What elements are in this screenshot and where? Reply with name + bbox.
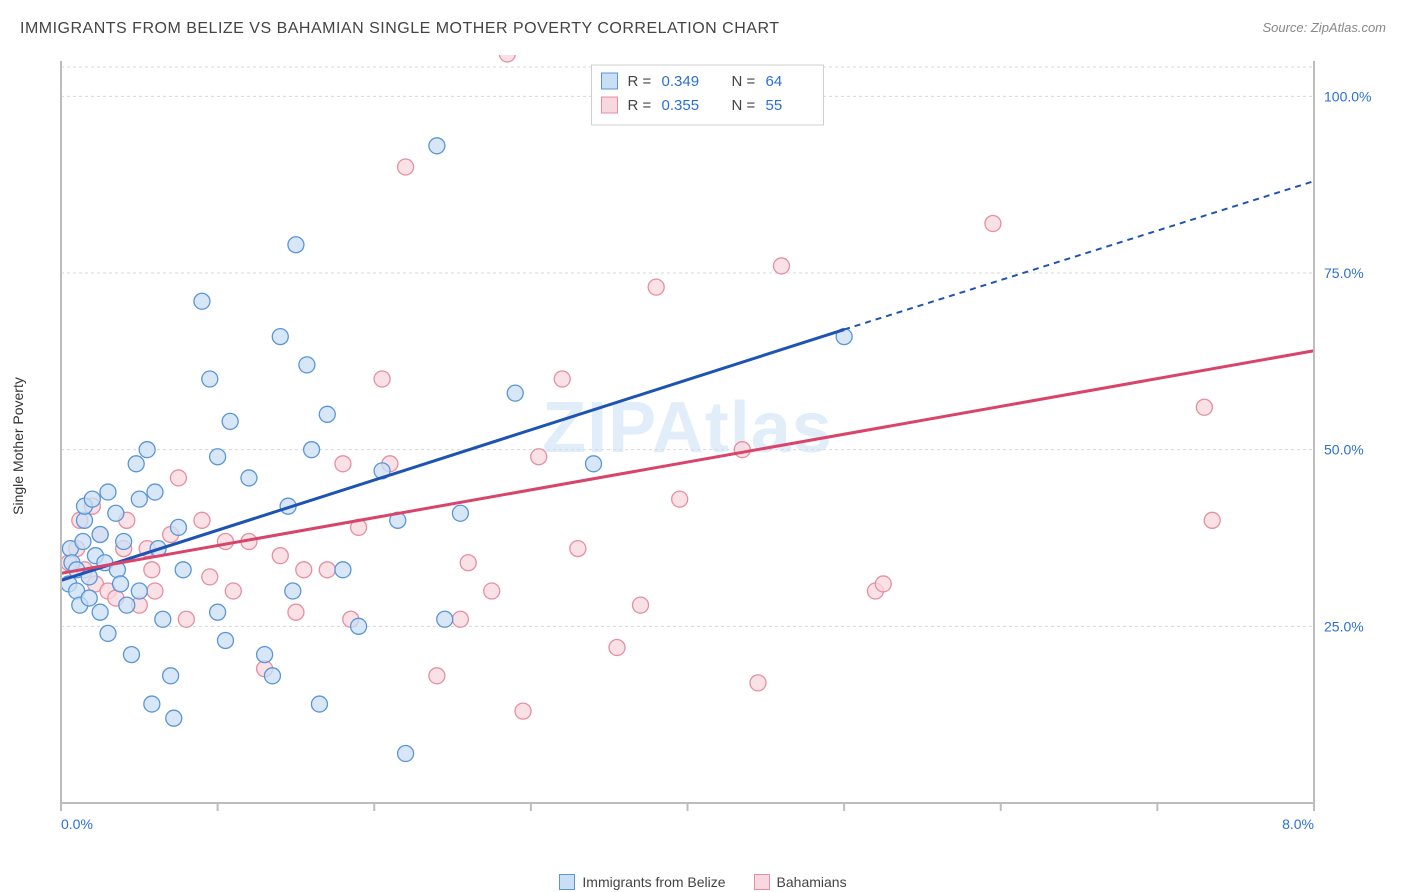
chart-container: 25.0% 50.0% 75.0% 100.0% ZIPAtlas 0.0% 8.0% R =… <box>55 55 1386 837</box>
svg-text:ZIPAtlas: ZIPAtlas <box>542 388 833 468</box>
svg-text:0.0%: 0.0% <box>61 816 93 832</box>
svg-text:64: 64 <box>766 73 783 90</box>
source-label: Source: ZipAtlas.com <box>1262 20 1386 35</box>
svg-text:50.0%: 50.0% <box>1324 442 1364 458</box>
svg-text:55: 55 <box>766 97 783 114</box>
svg-text:0.349: 0.349 <box>662 73 700 90</box>
legend-swatch <box>754 874 770 890</box>
legend-item-belize: Immigrants from Belize <box>559 874 725 890</box>
svg-text:N =: N = <box>732 73 756 90</box>
svg-text:25.0%: 25.0% <box>1324 618 1364 634</box>
legend-item-bahamians: Bahamians <box>754 874 847 890</box>
svg-text:8.0%: 8.0% <box>1282 816 1314 832</box>
svg-text:R =: R = <box>628 97 652 114</box>
title-bar: IMMIGRANTS FROM BELIZE VS BAHAMIAN SINGL… <box>20 20 1386 38</box>
chart-title: IMMIGRANTS FROM BELIZE VS BAHAMIAN SINGL… <box>20 20 779 38</box>
svg-text:75.0%: 75.0% <box>1324 265 1364 281</box>
svg-text:0.355: 0.355 <box>662 97 700 114</box>
legend-label: Bahamians <box>777 874 847 890</box>
legend-label: Immigrants from Belize <box>582 874 725 890</box>
svg-text:100.0%: 100.0% <box>1324 88 1371 104</box>
svg-text:N =: N = <box>732 97 756 114</box>
scatter-chart: 25.0% 50.0% 75.0% 100.0% ZIPAtlas 0.0% 8.0% R =… <box>55 55 1386 837</box>
y-axis-label: Single Mother Poverty <box>10 377 26 515</box>
legend-swatch <box>559 874 575 890</box>
svg-text:R =: R = <box>628 73 652 90</box>
bottom-legend: Immigrants from Belize Bahamians <box>0 874 1406 890</box>
